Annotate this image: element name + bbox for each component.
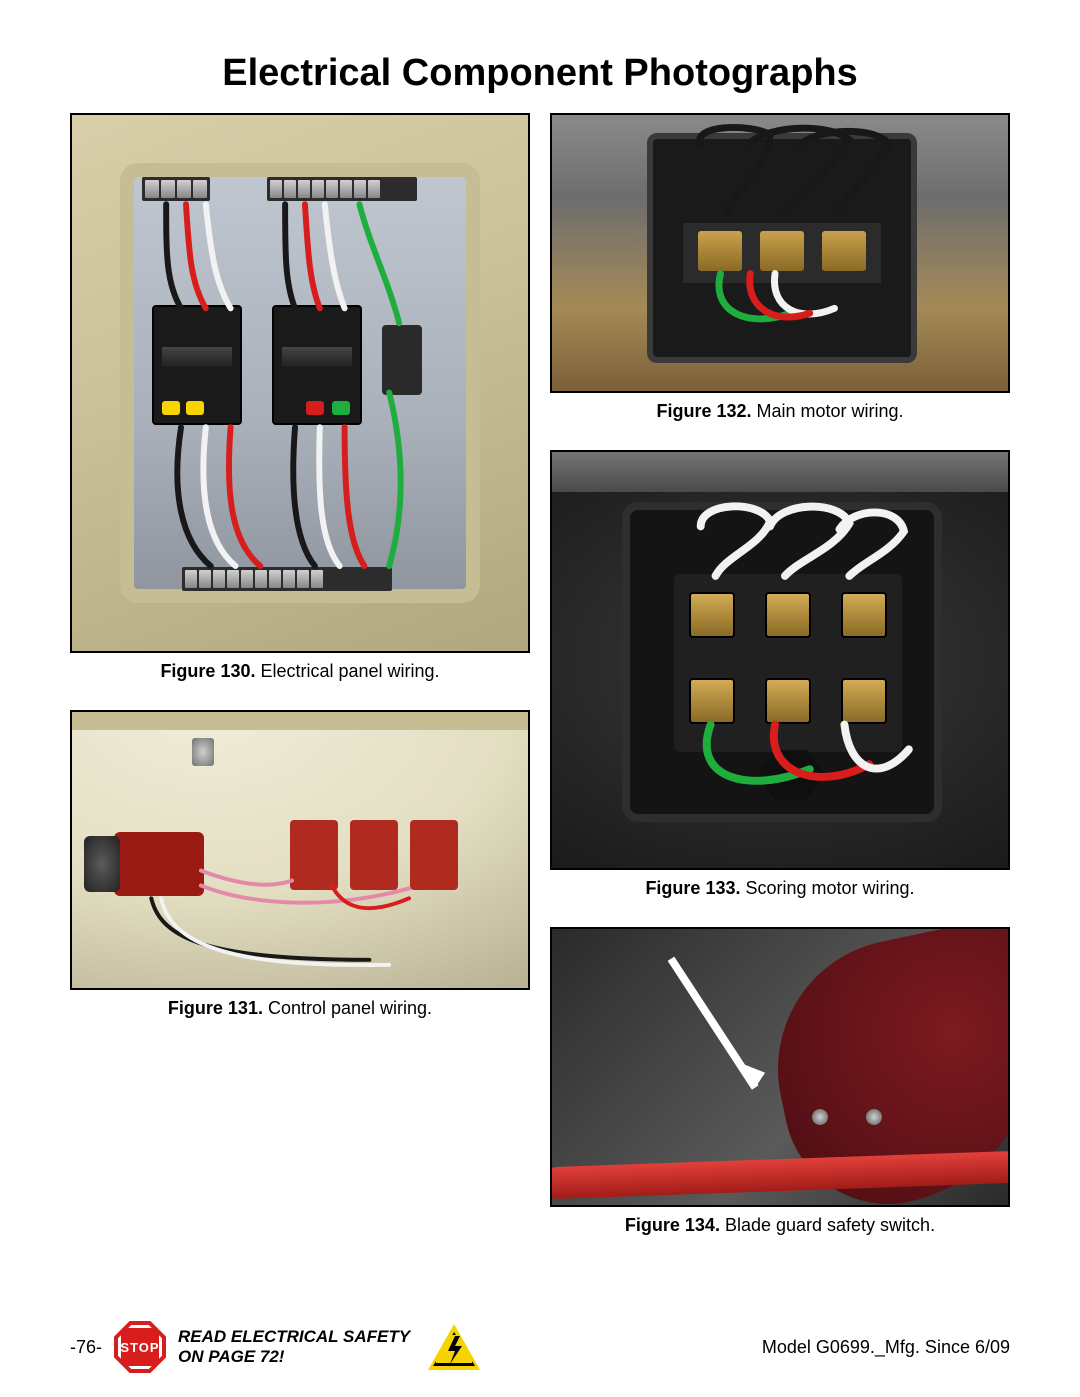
figure-134-text: Blade guard safety switch. — [720, 1215, 935, 1235]
figure-133-number: Figure 133. — [645, 878, 740, 898]
figure-132-image — [550, 113, 1010, 393]
figure-130-image — [70, 113, 530, 653]
page-number: -76- — [70, 1337, 102, 1358]
figure-131-image — [70, 710, 530, 990]
content-columns: Figure 130. Electrical panel wiring. — [0, 113, 1080, 1264]
left-column: Figure 130. Electrical panel wiring. — [70, 113, 530, 1264]
figure-133-text: Scoring motor wiring. — [740, 878, 914, 898]
figure-132-text: Main motor wiring. — [752, 401, 904, 421]
stop-sign-icon: STOP — [114, 1321, 166, 1373]
figure-131-text: Control panel wiring. — [263, 998, 432, 1018]
right-column: Figure 132. Main motor wiring. — [550, 113, 1010, 1264]
figure-130-text: Electrical panel wiring. — [255, 661, 439, 681]
figure-133-image — [550, 450, 1010, 870]
footer-left: -76- STOP READ ELECTRICAL SAFETY ON PAGE… — [70, 1321, 480, 1373]
stop-sign-label: STOP — [120, 1340, 159, 1355]
safety-line-1: READ ELECTRICAL SAFETY — [178, 1327, 410, 1347]
figure-130-number: Figure 130. — [160, 661, 255, 681]
figure-132-caption: Figure 132. Main motor wiring. — [656, 401, 903, 422]
safety-line-2: ON PAGE 72! — [178, 1347, 410, 1367]
figure-131-number: Figure 131. — [168, 998, 263, 1018]
figure-131-caption: Figure 131. Control panel wiring. — [168, 998, 432, 1019]
page-title: Electrical Component Photographs — [0, 0, 1080, 113]
figure-134-number: Figure 134. — [625, 1215, 720, 1235]
safety-warning-text: READ ELECTRICAL SAFETY ON PAGE 72! — [178, 1327, 410, 1366]
figure-134-caption: Figure 134. Blade guard safety switch. — [625, 1215, 935, 1236]
figure-133-caption: Figure 133. Scoring motor wiring. — [645, 878, 914, 899]
electrical-hazard-icon — [428, 1324, 480, 1370]
figure-130-caption: Figure 130. Electrical panel wiring. — [160, 661, 439, 682]
figure-134-image — [550, 927, 1010, 1207]
model-info: Model G0699._Mfg. Since 6/09 — [762, 1337, 1010, 1358]
page-footer: -76- STOP READ ELECTRICAL SAFETY ON PAGE… — [0, 1321, 1080, 1373]
figure-132-number: Figure 132. — [656, 401, 751, 421]
